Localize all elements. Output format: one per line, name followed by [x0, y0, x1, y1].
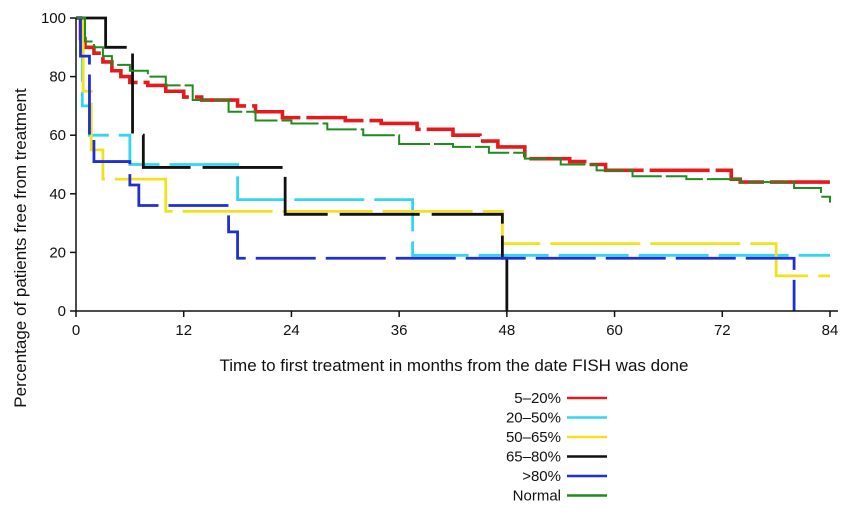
axes	[75, 18, 838, 312]
legend-label: 65–80%	[506, 449, 561, 466]
x-tick-label: 60	[606, 322, 623, 339]
y-ticks: 0 20 40 60 80 100	[41, 10, 76, 320]
legend-label: 20–50%	[506, 410, 561, 427]
series-line-2	[76, 16, 830, 257]
series-line-4	[76, 16, 509, 311]
x-tick-label: 84	[822, 322, 839, 339]
legend-label: Normal	[513, 488, 561, 505]
x-tick-label: 36	[391, 322, 408, 339]
x-tick-label: 72	[714, 322, 731, 339]
series-layer	[76, 16, 831, 311]
x-tick-label: 24	[283, 322, 300, 339]
y-tick-label: 80	[49, 69, 66, 86]
x-tick-label: 0	[72, 322, 80, 339]
y-tick-label: 100	[41, 10, 66, 27]
y-tick-label: 20	[49, 244, 66, 261]
series-line-6	[76, 17, 831, 203]
y-tick-label: 0	[58, 303, 66, 320]
series-line-5	[76, 16, 796, 311]
y-axis-label: Percentage of patients free from treatme…	[11, 88, 30, 408]
y-tick-label: 40	[49, 186, 66, 203]
series-line-1	[76, 16, 830, 184]
x-tick-label: 48	[499, 322, 516, 339]
legend-label: 50–65%	[506, 429, 561, 446]
x-tick-label: 12	[175, 322, 192, 339]
legend: 5–20% 20–50% 50–65% 65–80% >80% Normal	[506, 390, 607, 505]
legend-label: >80%	[522, 468, 561, 485]
y-tick-label: 60	[49, 127, 66, 144]
legend-label: 5–20%	[514, 390, 561, 407]
x-axis-label: Time to first treatment in months from t…	[220, 356, 689, 375]
x-ticks: 0 12 24 36 48 60 72 84	[72, 311, 839, 339]
